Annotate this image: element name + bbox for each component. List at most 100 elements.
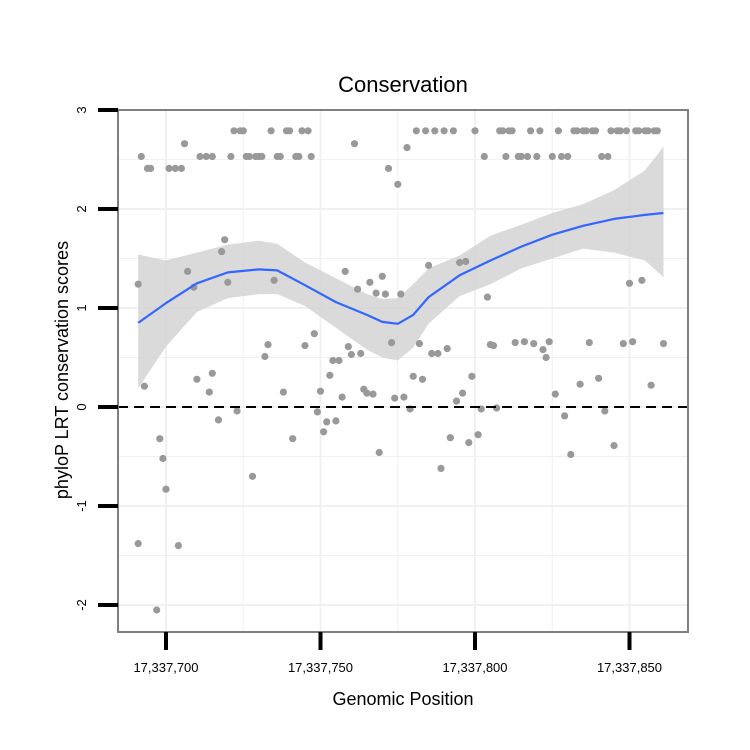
y-tick-label: 2 [74,205,89,212]
data-point [248,472,257,480]
plot-panel-border [117,109,689,633]
data-point [202,152,210,161]
data-point [329,356,337,365]
data-point [629,338,637,346]
data-point [391,394,399,402]
data-point [567,450,575,459]
y-tick-label: 1 [74,304,89,311]
smooth-trend-line [137,211,664,325]
data-point [338,393,346,401]
data-point [530,340,538,348]
data-point [403,144,411,152]
data-point [440,127,448,135]
data-point [610,442,618,450]
data-point [520,338,529,346]
data-point [184,267,192,275]
data-point [344,343,352,351]
x-tick-label: 17,337,700 [133,660,198,675]
data-point [468,372,476,380]
data-point [428,349,436,358]
data-point [653,127,661,135]
data-point [508,127,516,135]
y-tick-label: -1 [74,500,89,512]
data-point [452,397,461,405]
data-point [323,418,331,426]
y-tick-label: 3 [74,106,89,113]
data-point [270,276,278,284]
data-point [137,152,145,161]
data-point [350,140,359,148]
data-point [372,289,380,297]
data-point [205,388,213,396]
data-point [264,341,272,349]
data-point [369,390,377,398]
data-point [397,290,405,298]
data-point [502,152,510,161]
data-point [245,152,253,161]
data-point [644,127,652,135]
y-axis-title: phyloP LRT conservation scores [52,241,72,499]
x-tick-label: 17,337,850 [597,660,662,675]
data-point [326,371,334,379]
data-point [341,267,349,275]
data-point [591,127,600,135]
data-point [607,127,615,135]
data-point [214,416,223,424]
data-point [177,164,185,172]
data-point [221,236,229,244]
data-point [564,152,572,161]
data-point [561,412,569,420]
data-point [316,387,325,395]
data-point [354,285,362,293]
data-point [147,164,155,172]
data-point [258,152,266,161]
data-point [548,152,556,161]
data-point [595,374,603,382]
data-point [162,485,170,493]
data-point [304,127,312,135]
data-point [422,127,430,135]
data-point [180,140,189,148]
chart-title: Conservation [338,72,468,97]
data-point [208,369,216,377]
data-point [598,152,606,161]
data-point [227,152,235,161]
data-point [233,407,241,415]
data-point [601,407,609,415]
data-point [511,339,519,347]
data-point [301,342,309,350]
data-point [375,448,383,457]
data-point [425,261,433,269]
data-point [140,382,148,390]
data-point [409,372,417,380]
data-point [554,127,563,135]
data-point [659,340,668,348]
data-point [159,454,167,463]
data-point [619,340,627,348]
x-tick-label: 17,337,750 [288,660,353,675]
data-point [539,346,547,354]
data-point [443,345,451,353]
data-point [499,127,507,135]
data-point [276,152,284,161]
data-point [196,152,204,161]
data-point [171,164,179,172]
data-points [134,127,668,614]
data-point [165,164,173,172]
data-point [307,152,315,161]
data-point [434,349,442,358]
confidence-band [138,146,664,389]
data-point [489,342,498,350]
data-point [517,152,525,161]
data-point [363,389,371,397]
data-point [335,356,343,365]
data-point [638,276,646,284]
data-point [193,375,201,383]
data-point [545,338,553,346]
data-point [462,257,470,266]
data-point [412,127,420,135]
data-point [378,272,386,280]
smooth-line-group [137,211,664,325]
